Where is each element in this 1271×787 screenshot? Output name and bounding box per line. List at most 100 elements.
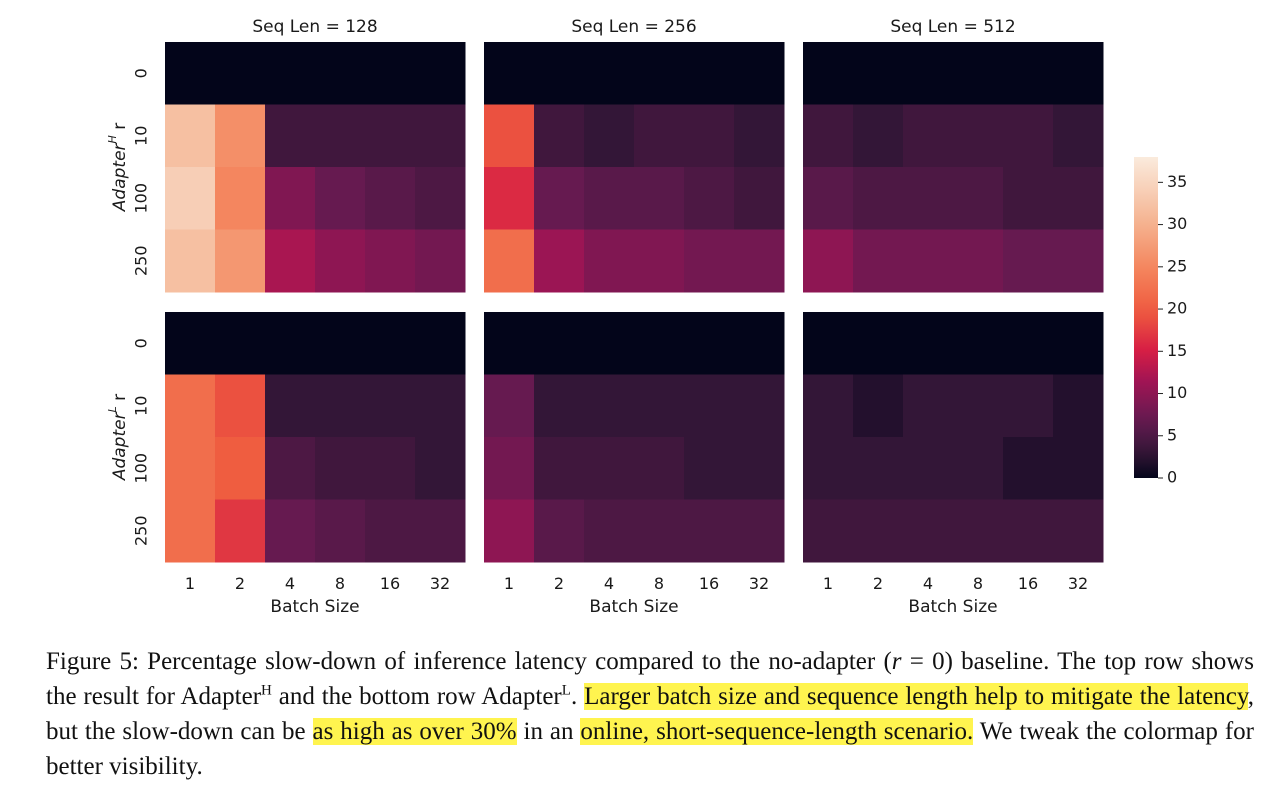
caption-text-5: , but the slow-down can be [46,683,1255,745]
x-axes: 1 2 4 8 16 32 Batch Size 1 2 4 8 16 32 Batch Size 1 2 4 8… [185,574,1088,617]
heatmap-panels [165,42,1104,563]
heatmap-cell [1003,229,1054,293]
heatmap-panel [803,312,1104,563]
heatmap-cell [165,229,216,293]
x-axis-label: Batch Size [270,597,359,617]
heatmap-cell [803,42,854,105]
heatmap-cell [415,104,466,168]
row-axis-label: AdapterH r [106,123,130,212]
heatmap-cell [634,374,685,438]
x-tick-label: 32 [430,574,450,593]
heatmap-cell [734,42,785,105]
colorbar-tick-label: 30 [1167,214,1187,233]
caption-text-1: Figure 5: Percentage slow-down of infere… [46,648,892,675]
heatmap-cell [803,312,854,375]
caption-highlight-3: online, short-sequence-length scenario. [580,718,974,745]
x-tick-label: 4 [604,574,614,593]
row-axis-label: AdapterL r [106,394,130,481]
heatmap-cell [1003,437,1054,500]
heatmap-cell [265,499,316,563]
heatmap-cell [634,104,685,168]
x-tick-label: 16 [1018,574,1038,593]
heatmap-cell [484,312,535,375]
heatmap-cell [365,499,416,563]
heatmap-cell [903,229,954,293]
heatmap-cell [803,229,854,293]
x-tick-label: 2 [554,574,564,593]
heatmap-cell [1053,229,1104,293]
heatmap-cell [584,167,635,230]
heatmap-cell [365,312,416,375]
heatmap-cell [853,42,904,105]
x-tick-label: 16 [699,574,719,593]
caption-highlight-2: as high as over 30% [312,718,517,745]
heatmap-cell [734,312,785,375]
heatmap-cell [953,374,1004,438]
x-tick-label: 4 [285,574,295,593]
heatmap-cell [534,104,585,168]
heatmap-cell [684,437,735,500]
heatmap-cell [215,42,266,105]
heatmap-cell [215,167,266,230]
heatmap-cell [634,229,685,293]
heatmap-cell [415,229,466,293]
x-tick-label: 2 [873,574,883,593]
heatmap-cell [484,374,535,438]
heatmap-cell [534,312,585,375]
heatmap-cell [584,499,635,563]
colorbar-tick-label: 35 [1167,172,1187,191]
heatmap-cell [853,167,904,230]
heatmap-cell [734,104,785,168]
heatmap-cell [484,42,535,105]
heatmap-cell [265,374,316,438]
heatmap-cell [1053,437,1104,500]
heatmap-cell [684,167,735,230]
heatmap-cell [415,312,466,375]
x-tick-label: 32 [1068,574,1088,593]
heatmap-cell [803,104,854,168]
heatmap-cell [315,312,366,375]
heatmap-cell [734,374,785,438]
heatmap-cell [853,104,904,168]
heatmap-cell [1003,42,1054,105]
colorbar-tick-label: 0 [1167,468,1177,487]
heatmap-cell [165,374,216,438]
caption-text-3: and the bottom row Adapter [271,683,562,710]
caption-r-symbol: r [891,648,902,675]
heatmap-cell [484,437,535,500]
heatmap-cell [165,167,216,230]
heatmap-cell [265,104,316,168]
heatmap-cell [315,167,366,230]
heatmap-panel [484,312,785,563]
heatmap-cell [215,437,266,500]
heatmap-cell [803,499,854,563]
colorbar: 0 5 10 15 20 25 30 35 [1134,157,1187,487]
heatmap-cell [365,42,416,105]
y-tick-label: 250 [132,515,151,546]
heatmap-cell [315,374,366,438]
x-axis-label: Batch Size [908,597,997,617]
heatmap-cell [415,437,466,500]
caption-highlight-1: Larger batch size and sequence length he… [584,683,1248,710]
x-tick-label: 8 [335,574,345,593]
heatmap-panel [484,42,785,293]
x-tick-label: 4 [923,574,933,593]
heatmap-cell [684,374,735,438]
heatmap-cell [315,437,366,500]
heatmap-cell [265,437,316,500]
heatmap-cell [1003,499,1054,563]
heatmap-cell [534,167,585,230]
heatmap-figure: Seq Len = 128 Seq Len = 256 Seq Len = 512 … [106,17,1187,617]
heatmap-cell [484,167,535,230]
heatmap-cell [684,312,735,375]
heatmap-cell [584,104,635,168]
heatmap-cell [265,42,316,105]
heatmap-cell [165,104,216,168]
heatmap-cell [903,499,954,563]
heatmap-cell [634,312,685,375]
heatmap-cell [584,374,635,438]
heatmap-cell [215,312,266,375]
heatmap-cell [484,229,535,293]
heatmap-cell [584,42,635,105]
x-tick-label: 8 [654,574,664,593]
